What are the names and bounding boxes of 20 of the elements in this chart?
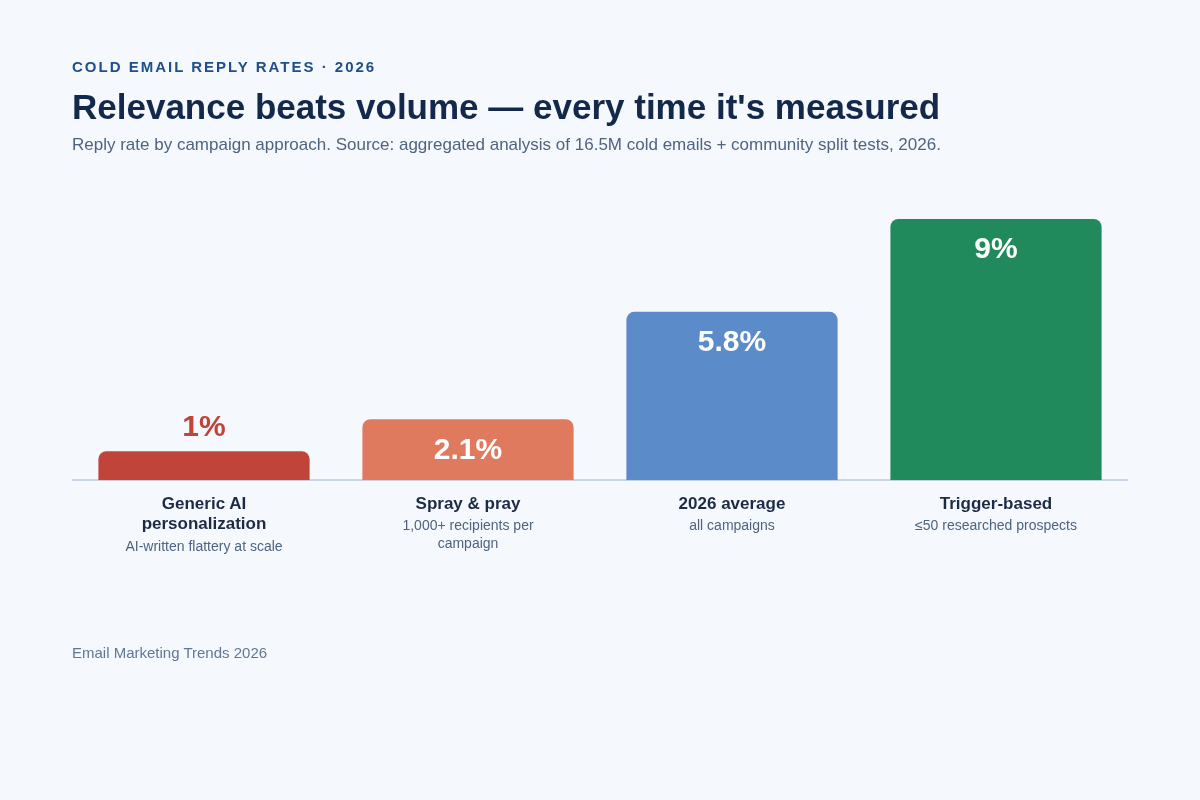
- data-label: 1%: [182, 409, 226, 443]
- chart-subtitle: Reply rate by campaign approach. Source: aggregated analysis of 16.5M cold emails + community split tests, 2026.: [72, 135, 942, 155]
- x-tick-label: 2026 average: [678, 494, 786, 514]
- bar: [362, 419, 574, 481]
- x-tick-label: Spray & pray: [415, 494, 521, 514]
- chart-title: Relevance beats volume — every time it's measured: [72, 87, 942, 127]
- text: all campaigns: [689, 517, 775, 534]
- bar: [98, 451, 310, 481]
- data-label: 5.8%: [697, 324, 767, 358]
- bar: [890, 219, 1102, 481]
- text: Email Marketing Trends 2026: [72, 644, 268, 661]
- data-label: 2.1%: [433, 431, 503, 465]
- x-tick-label: Trigger-based: [939, 494, 1053, 514]
- text: ≤50 researched prospects: [915, 517, 1077, 534]
- x-tick-label: Generic AI personalization: [141, 494, 267, 534]
- data-label: 9%: [974, 231, 1018, 265]
- text: COLD EMAIL REPLY RATES · 2026: [72, 58, 378, 75]
- text: 1,000+ recipients per campaign: [402, 517, 534, 552]
- text: AI-written flattery at scale: [125, 538, 283, 555]
- bar: [626, 311, 838, 481]
